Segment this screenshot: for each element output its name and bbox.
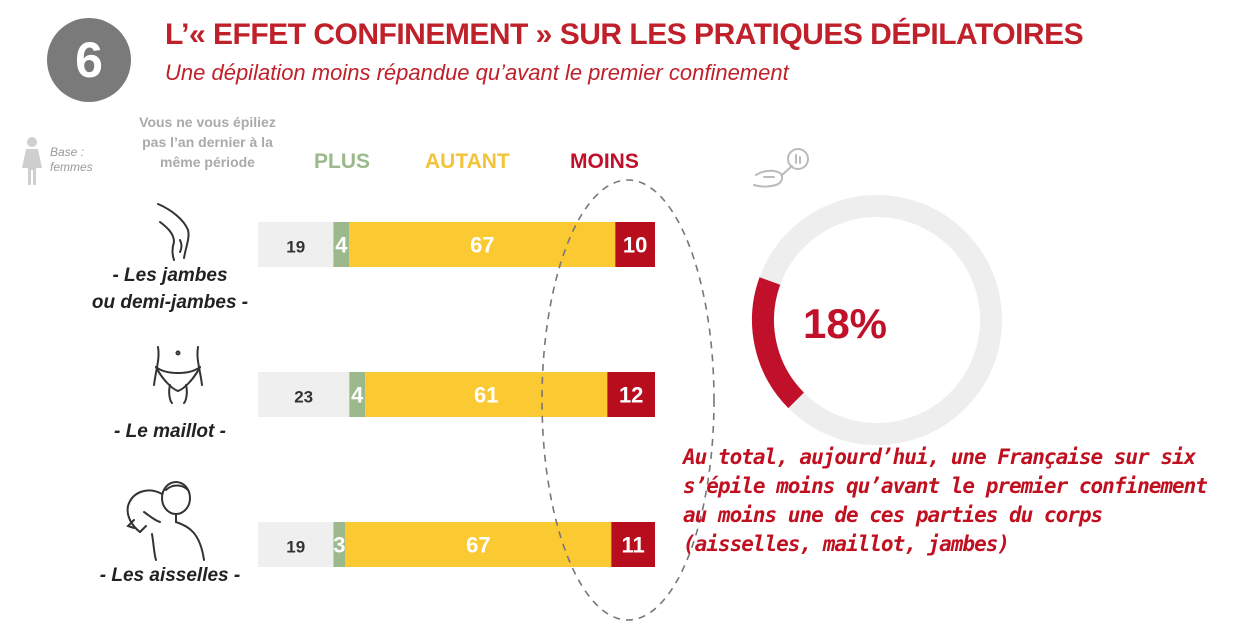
bar-label-maillot-plus: 4 xyxy=(351,383,364,408)
bar-label-aisselles-autant: 67 xyxy=(466,533,490,558)
row-label-jambes-line1: - Les jambes xyxy=(112,265,228,286)
bar-aisselles-moins xyxy=(611,522,655,567)
bar-jambes-autant xyxy=(349,222,616,267)
bar-jambes-plus xyxy=(333,222,350,267)
bar-label-aisselles-moins: 11 xyxy=(622,533,645,558)
conclusion-line4: (aisselles, maillot, jambes) xyxy=(683,532,1010,556)
bar-aisselles-autant xyxy=(345,522,612,567)
non-epilation-header-line1: Vous ne vous épiliez xyxy=(139,114,276,130)
column-header-autant: AUTANT xyxy=(425,150,510,173)
base-label-line1: Base : xyxy=(50,145,85,159)
donut-percentage-label: 18% xyxy=(802,300,888,347)
armpit-icon xyxy=(126,481,205,561)
base-label-line2: femmes xyxy=(50,160,93,174)
bar-label-jambes-plus: 4 xyxy=(335,233,348,258)
bar-label-maillot-non: 23 xyxy=(294,388,313,407)
bar-label-aisselles-plus: 3 xyxy=(333,533,345,558)
row-label-aisselles-line1: - Les aisselles - xyxy=(99,565,241,586)
bar-label-aisselles-non: 19 xyxy=(286,538,305,557)
bar-label-jambes-non: 19 xyxy=(286,238,305,257)
page-subtitle: Une dépilation moins répandue qu’avant l… xyxy=(165,60,789,85)
non-epilation-header-line3: même période xyxy=(160,154,255,170)
bar-maillot-autant xyxy=(365,372,608,417)
bar-maillot-non xyxy=(258,372,350,417)
bar-label-jambes-autant: 67 xyxy=(470,233,494,258)
bar-label-maillot-moins: 12 xyxy=(619,383,643,408)
non-epilation-header-line2: pas l’an dernier à la xyxy=(142,134,273,150)
bar-label-jambes-moins: 10 xyxy=(623,233,647,258)
page-title: L’« EFFET CONFINEMENT » SUR LES PRATIQUE… xyxy=(165,18,1084,51)
bar-jambes-non xyxy=(258,222,334,267)
column-header-plus: PLUS xyxy=(314,150,371,173)
legs-icon xyxy=(157,203,190,261)
moins-highlight-ellipse xyxy=(541,179,715,621)
row-label-aisselles: - Les aisselles - xyxy=(60,562,280,589)
bar-jambes-moins xyxy=(615,222,655,267)
conclusion-line3: au moins une de ces parties du corps xyxy=(683,503,1103,527)
column-header-moins: MOINS xyxy=(570,150,639,173)
row-label-maillot: - Le maillot - xyxy=(60,418,280,445)
non-epilation-header: Vous ne vous épiliez pas l’an dernier à … xyxy=(120,112,295,172)
row-label-jambes: - Les jambes ou demi-jambes - xyxy=(60,262,280,316)
bar-aisselles-non xyxy=(258,522,334,567)
bikini-icon xyxy=(153,346,203,404)
donut-value-arc xyxy=(752,277,805,409)
section-number-badge: 6 xyxy=(47,18,131,102)
bar-maillot-moins xyxy=(607,372,655,417)
bar-maillot-plus xyxy=(349,372,366,417)
bar-aisselles-plus xyxy=(333,522,346,567)
woman-icon xyxy=(22,137,42,185)
bar-label-maillot-autant: 61 xyxy=(474,383,498,408)
base-label: Base : femmes xyxy=(50,145,93,175)
row-label-maillot-line1: - Le maillot - xyxy=(114,421,226,442)
magnifier-hand-icon xyxy=(753,148,809,188)
conclusion-line2: s’épile moins qu’avant le premier confin… xyxy=(683,474,1208,498)
row-label-jambes-line2: ou demi-jambes - xyxy=(91,292,249,313)
conclusion-text: Au total, aujourd’hui, une Française sur… xyxy=(683,443,1228,559)
conclusion-line1: Au total, aujourd’hui, une Française sur… xyxy=(683,445,1196,469)
